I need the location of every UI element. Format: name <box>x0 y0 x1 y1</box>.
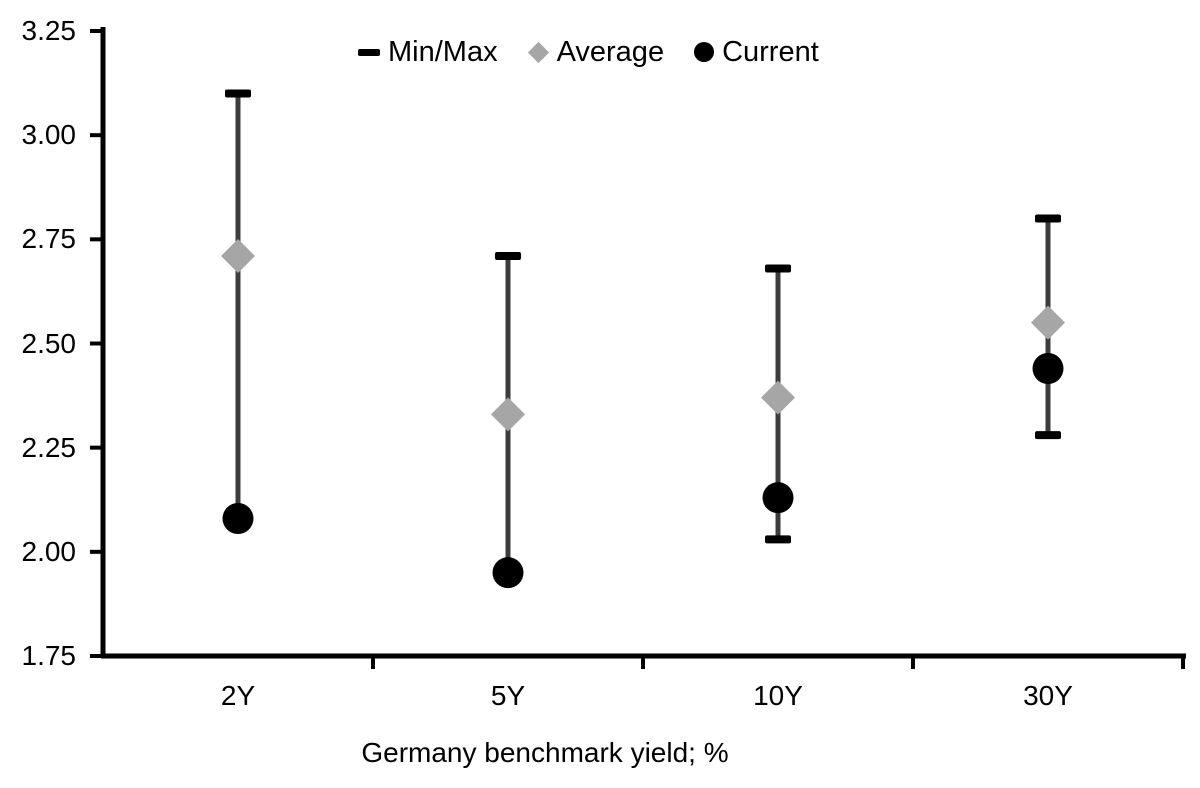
max-cap-5Y <box>495 252 521 260</box>
average-marker-10Y <box>761 380 795 415</box>
max-cap-10Y <box>765 264 791 273</box>
y-tick-label: 1.75 <box>21 640 77 671</box>
max-cap-2Y <box>225 89 251 98</box>
average-marker-30Y <box>1031 305 1065 340</box>
y-tick-label: 3.00 <box>21 119 77 151</box>
category-label-10Y: 10Y <box>753 680 803 711</box>
current-marker-5Y <box>492 557 524 589</box>
max-cap-30Y <box>1035 214 1061 223</box>
y-tick-label: 2.50 <box>21 327 77 359</box>
current-marker-30Y <box>1032 353 1064 384</box>
legend-label: Current <box>722 36 819 68</box>
legend-item-current: Current <box>694 33 819 71</box>
diamond-icon <box>527 41 549 63</box>
category-label-30Y: 30Y <box>1023 680 1073 711</box>
average-marker-2Y <box>221 239 255 273</box>
legend: Min/Max Average Current <box>358 33 819 71</box>
y-tick-label: 3.25 <box>21 15 77 46</box>
category-label-5Y: 5Y <box>490 680 526 711</box>
legend-item-average: Average <box>527 33 665 71</box>
current-marker-2Y <box>222 503 254 534</box>
legend-item-min-max: Min/Max <box>358 33 498 71</box>
average-marker-5Y <box>491 397 525 432</box>
category-label-2Y: 2Y <box>220 680 256 711</box>
circle-icon <box>694 42 715 62</box>
legend-label: Average <box>556 36 665 68</box>
dash-icon <box>358 48 380 56</box>
current-marker-10Y <box>762 482 794 514</box>
y-tick-label: 2.00 <box>21 535 77 567</box>
min-cap-30Y <box>1035 431 1061 440</box>
x-axis-title: Germany benchmark yield; % <box>361 737 729 768</box>
y-tick-label: 2.25 <box>21 431 77 463</box>
legend-label: Min/Max <box>388 36 498 68</box>
min-cap-10Y <box>765 535 791 544</box>
y-tick-label: 2.75 <box>21 223 77 255</box>
